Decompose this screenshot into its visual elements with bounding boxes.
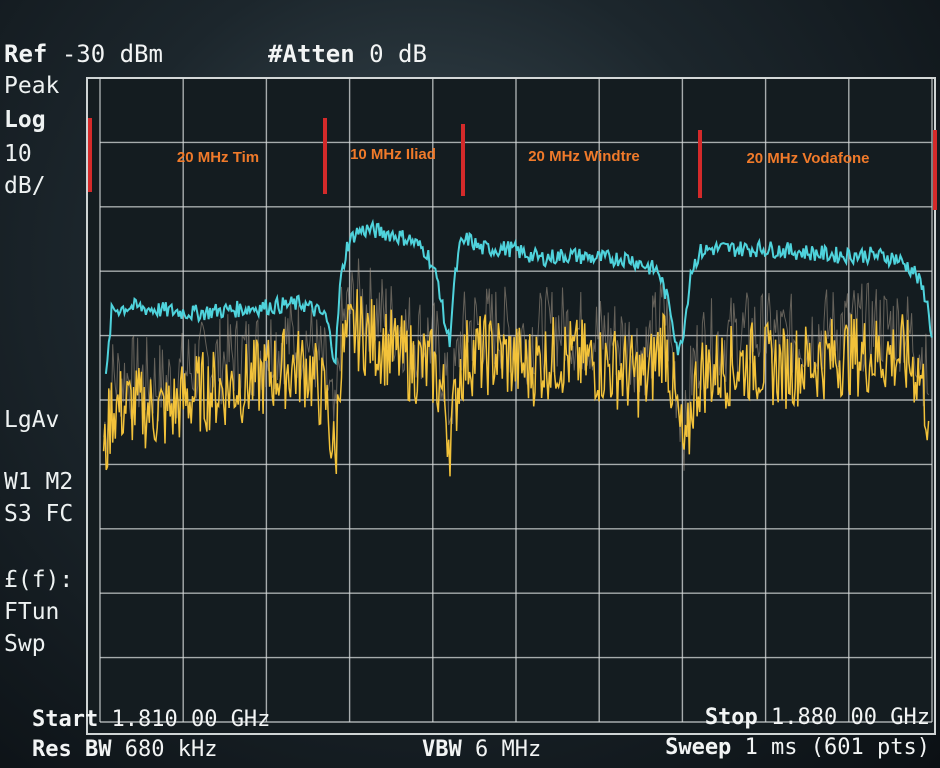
band-label-vodafone: 20 MHz Vodafone bbox=[746, 150, 869, 167]
resolution-bandwidth: Res BW 680 kHz bbox=[32, 737, 217, 762]
band-markers bbox=[88, 118, 937, 210]
plot-area bbox=[86, 77, 936, 735]
averaging-mode: LgAv bbox=[4, 407, 60, 433]
scale-value: 10 bbox=[4, 141, 32, 167]
atten-value: 0 dB bbox=[369, 40, 427, 68]
sweep-time: Sweep 1 ms (601 pts) bbox=[665, 735, 930, 760]
video-bandwidth: VBW 6 MHz bbox=[422, 737, 541, 762]
function-2: FTun bbox=[4, 599, 60, 625]
ref-key: Ref bbox=[4, 40, 48, 68]
band-labels: 20 MHz Tim 10 MHz Iliad 20 MHz Windtre 2… bbox=[177, 146, 870, 167]
trace-status-1: W1 M2 bbox=[4, 469, 74, 495]
trace-max-hold bbox=[104, 218, 933, 375]
start-value: 1.810 00 GHz bbox=[111, 707, 271, 732]
rbw-value: 680 kHz bbox=[124, 737, 218, 762]
start-frequency: Start 1.810 00 GHz bbox=[32, 707, 270, 732]
trace-status-2: S3 FC bbox=[4, 501, 74, 527]
band-label-tim: 20 MHz Tim bbox=[177, 149, 259, 166]
sweep-key: Sweep bbox=[665, 735, 732, 760]
rbw-key: Res BW bbox=[32, 737, 112, 762]
attenuation: #Atten 0 dB bbox=[268, 40, 427, 68]
detector-mode: Peak bbox=[4, 73, 60, 99]
scale-type: Log bbox=[4, 107, 46, 133]
reference-level: Ref -30 dBm bbox=[4, 40, 163, 68]
stop-key: Stop bbox=[704, 705, 758, 730]
band-label-iliad: 10 MHz Iliad bbox=[350, 146, 436, 163]
ref-value: -30 dBm bbox=[61, 40, 163, 68]
vbw-value: 6 MHz bbox=[475, 737, 542, 762]
sweep-value: 1 ms (601 pts) bbox=[744, 735, 930, 760]
band-label-windtre: 20 MHz Windtre bbox=[528, 148, 640, 165]
function-1: £(f): bbox=[4, 567, 74, 593]
scale-unit: dB/ bbox=[4, 173, 46, 199]
stop-frequency: Stop 1.880 00 GHz bbox=[705, 705, 930, 730]
traces bbox=[102, 218, 933, 477]
function-3: Swp bbox=[4, 631, 46, 657]
trace-live bbox=[102, 289, 930, 477]
vbw-key: VBW bbox=[422, 737, 462, 762]
stop-value: 1.880 00 GHz bbox=[771, 705, 930, 730]
atten-key: #Atten bbox=[268, 40, 355, 68]
start-key: Start bbox=[32, 707, 99, 732]
